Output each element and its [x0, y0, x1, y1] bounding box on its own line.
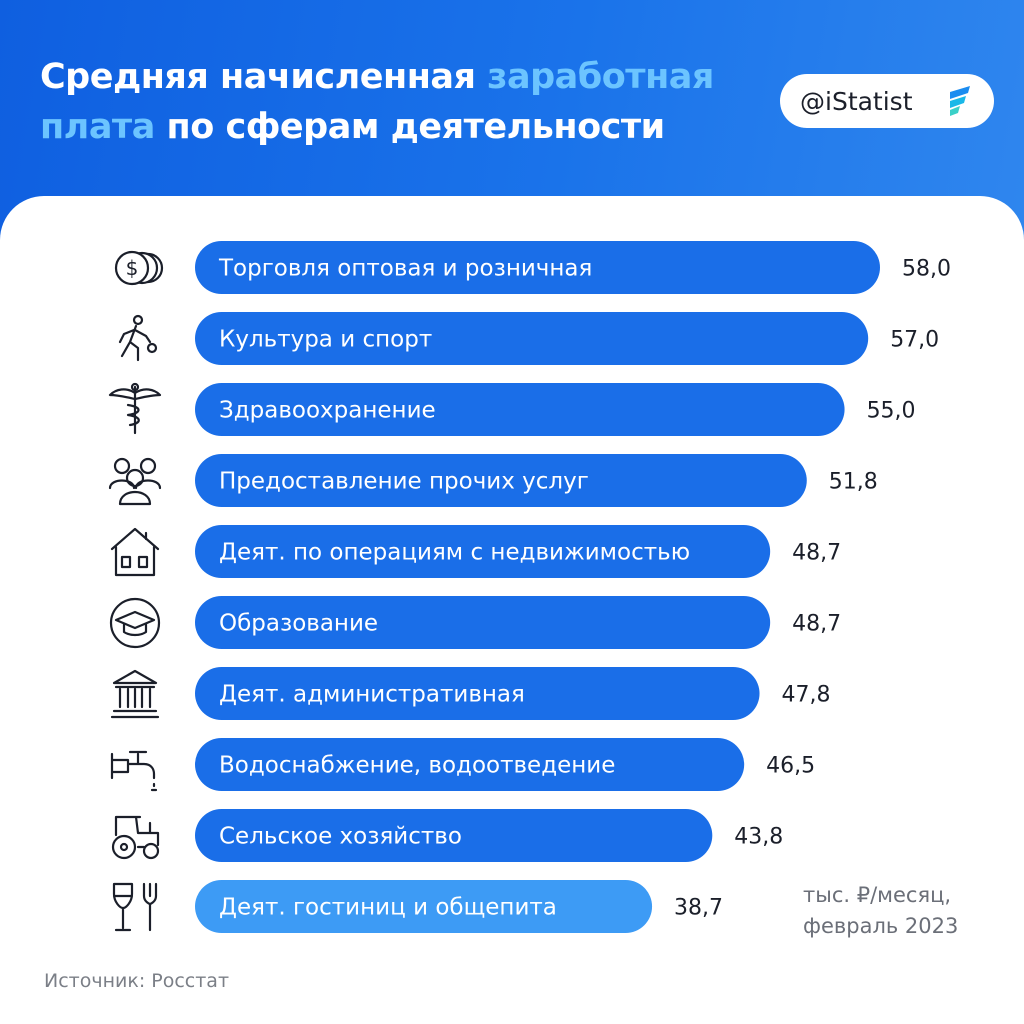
unit-line-1: тыс. ₽/месяц, — [803, 883, 952, 907]
value-label-10: 38,7 — [674, 896, 723, 921]
bar-6 — [195, 596, 771, 649]
title-accent-2: плата — [40, 107, 155, 147]
people-icon — [108, 457, 162, 506]
coins-icon: $ — [114, 250, 164, 286]
category-label-10: Деят. гостиниц и общепита — [219, 895, 557, 921]
bar-10 — [195, 880, 653, 933]
value-label-4: 51,8 — [829, 470, 878, 495]
category-label-4: Предоставление прочих услуг — [219, 469, 589, 495]
bar-7 — [195, 667, 760, 720]
value-label-5: 48,7 — [792, 541, 841, 566]
bar-1 — [195, 241, 880, 294]
value-label-8: 46,5 — [766, 754, 815, 779]
unit-note: тыс. ₽/месяц, февраль 2023 — [803, 880, 1003, 942]
government-building-icon — [110, 669, 160, 719]
category-label-8: Водоснабжение, водоотведение — [219, 753, 615, 779]
category-label-9: Сельское хозяйство — [219, 824, 462, 850]
bar-8 — [195, 738, 745, 791]
bar-5 — [195, 525, 771, 578]
caduceus-icon — [108, 382, 162, 435]
value-label-2: 57,0 — [890, 328, 939, 353]
bar-3 — [195, 383, 845, 436]
graduation-cap-icon — [109, 597, 161, 649]
svg-text:$: $ — [126, 256, 139, 280]
category-label-6: Образование — [219, 611, 378, 637]
tractor-icon — [111, 815, 160, 860]
bar-9 — [195, 809, 713, 862]
category-label-7: Деят. административная — [219, 682, 525, 708]
runner-icon — [118, 314, 158, 362]
title-part-1: Средняя начисленная — [40, 57, 488, 97]
house-icon — [110, 527, 160, 577]
value-label-7: 47,8 — [782, 683, 831, 708]
bar-4 — [195, 454, 807, 507]
brand-handle: @iStatist — [800, 86, 913, 116]
istatist-logo-icon — [950, 86, 970, 116]
value-label-1: 58,0 — [902, 257, 951, 282]
title-accent-1: заработная — [487, 57, 714, 97]
category-label-3: Здравоохранение — [219, 398, 436, 424]
unit-line-2: февраль 2023 — [803, 914, 959, 938]
water-tap-icon — [110, 750, 158, 792]
chart-title: Средняя начисленная заработная плата по … — [40, 52, 780, 152]
value-label-6: 48,7 — [792, 612, 841, 637]
bar-2 — [195, 312, 869, 365]
category-label-2: Культура и спорт — [219, 327, 432, 353]
title-part-2: по сферам деятельности — [154, 107, 666, 147]
glass-fork-icon — [112, 882, 158, 932]
value-label-3: 55,0 — [867, 399, 916, 424]
value-label-9: 43,8 — [734, 825, 783, 850]
brand-badge[interactable]: @iStatist — [780, 74, 994, 128]
category-label-1: Торговля оптовая и розничная — [218, 256, 592, 282]
source-note: Источник: Росстат — [44, 970, 230, 992]
category-label-5: Деят. по операциям с недвижимостью — [219, 540, 690, 566]
